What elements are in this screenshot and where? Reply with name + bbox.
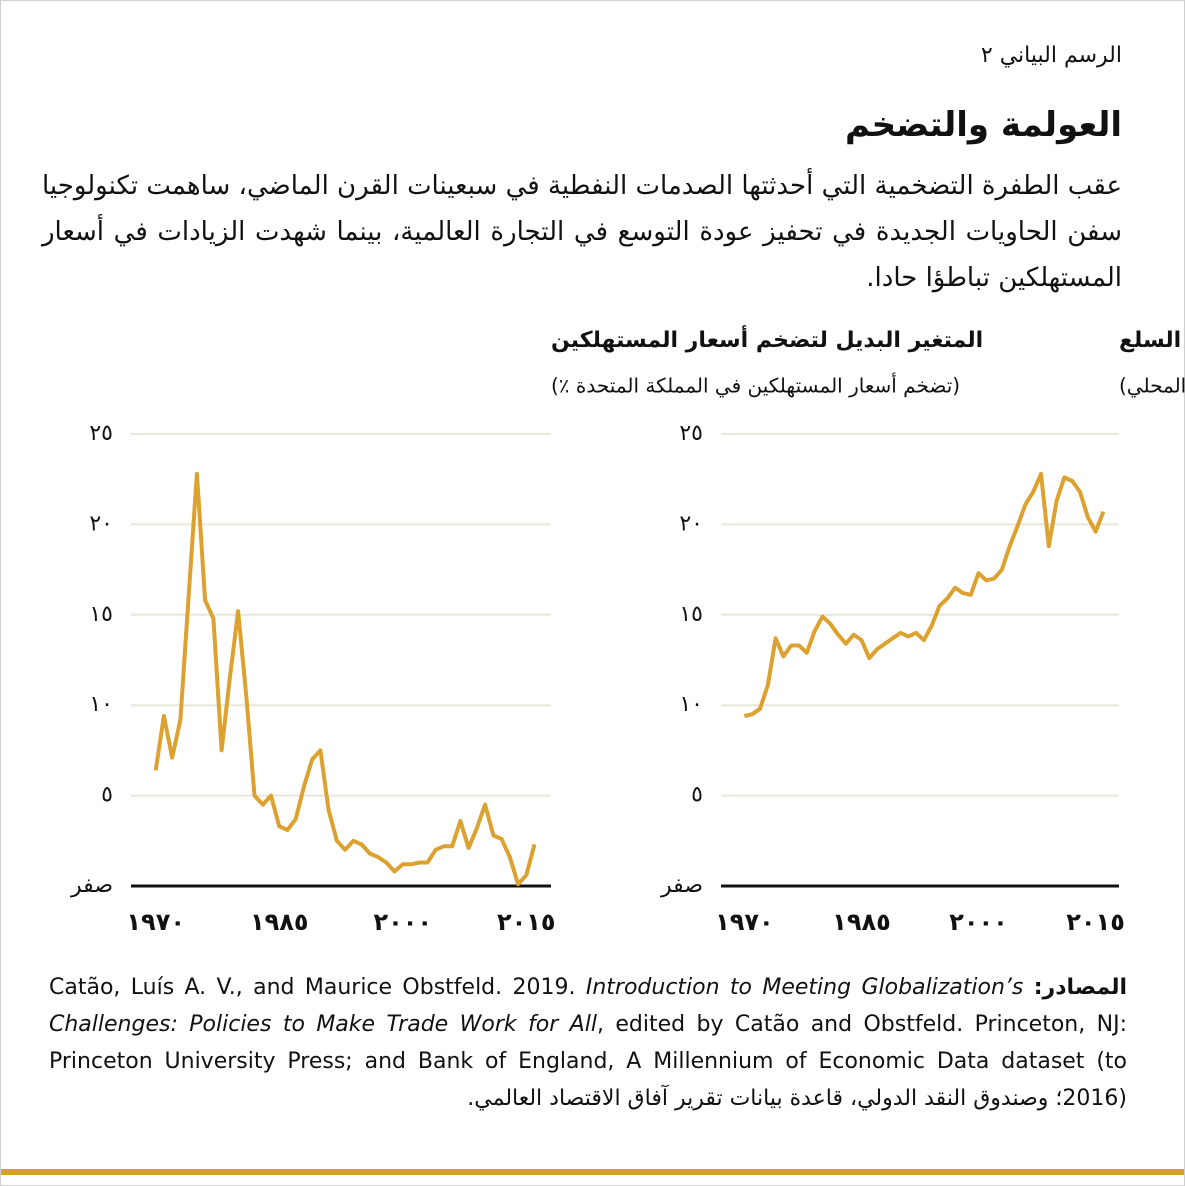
- x-tick-label: ٢٠١٥: [497, 908, 556, 936]
- x-tick-label: ٢٠٠٠: [949, 908, 1008, 936]
- source-note: المصادر: Catão, Luís A. V., and Maurice …: [49, 969, 1127, 1117]
- y-tick-label: ١٥: [89, 602, 113, 627]
- x-tick-label: ٢٠١٥: [1066, 908, 1125, 936]
- x-tick-label: ١٩٧٠: [126, 908, 185, 936]
- data-line: [743, 471, 1106, 718]
- chart-subtitle: (تضخم أسعار المستهلكين في المملكة المتحد…: [551, 373, 960, 399]
- page-title: العولمة والتضخم: [844, 105, 1122, 145]
- y-tick-label: ٢٥: [89, 421, 113, 446]
- y-tick-label: ٥: [101, 783, 113, 808]
- y-tick-label: ٢٠: [89, 511, 113, 536]
- chart-title: التجارة العالمية في السلع: [1119, 328, 1185, 353]
- source-text: Catão, Luís A. V., and Maurice Obstfeld.…: [49, 975, 586, 1000]
- y-tick-label: ٢٠: [679, 511, 703, 536]
- y-tick-label: ١٥: [679, 602, 703, 627]
- chart-subtitle: (كنسبة من إجمالي الناتج المحلي): [1119, 374, 1185, 399]
- chart-label: الرسم البياني ٢: [980, 43, 1122, 68]
- source-title: Introduction to Meeting Globalization’s …: [49, 975, 1024, 1037]
- x-tick-label: ٢٠٠٠: [373, 908, 432, 936]
- y-tick-label: ١٠: [679, 692, 703, 717]
- source-text: Catão, Luís A. V., and Maurice Obstfeld.…: [49, 975, 1127, 1111]
- source-text: ؛ وصندوق النقد الدولي، قاعدة بيانات تقري…: [467, 1086, 1063, 1111]
- y-tick-label: صفر: [660, 873, 703, 898]
- x-tick-label: ١٩٨٥: [250, 908, 309, 936]
- bottom-rule: [1, 1169, 1184, 1175]
- y-tick-label: صفر: [70, 873, 113, 898]
- y-tick-label: ٥: [691, 783, 703, 808]
- data-line: [153, 471, 537, 887]
- source-text: , edited by Catão and Obstfeld. Princeto…: [49, 1012, 1127, 1111]
- source-label: المصادر:: [1033, 975, 1127, 1000]
- y-tick-label: ٢٥: [679, 421, 703, 446]
- x-tick-label: ١٩٨٥: [832, 908, 891, 936]
- x-tick-label: ١٩٧٠: [715, 908, 774, 936]
- y-tick-label: ١٠: [89, 692, 113, 717]
- charts: التجارة العالمية في السلع (كنسبة من إجما…: [70, 324, 1185, 936]
- page-subtitle: عقب الطفرة التضخمية التي أحدثتها الصدمات…: [41, 171, 1122, 293]
- chart-title: المتغير البديل لتضخم أسعار المستهلكين: [551, 324, 983, 353]
